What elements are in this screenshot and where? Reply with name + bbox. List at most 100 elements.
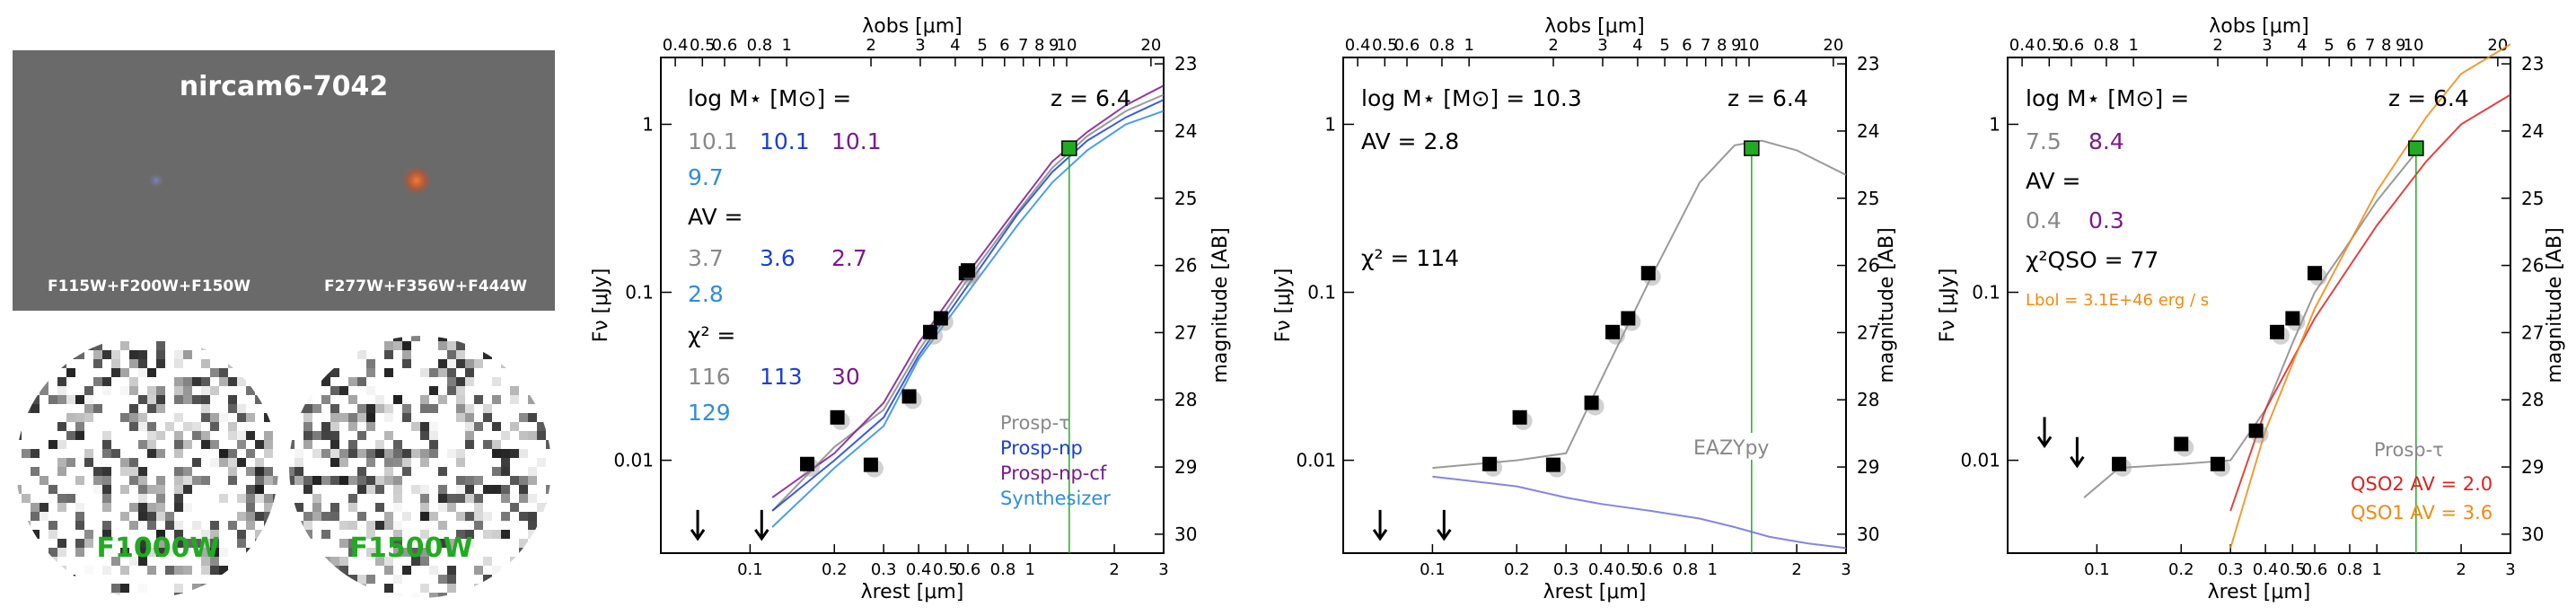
bottom-tick-label: 0.1 bbox=[2084, 560, 2110, 579]
noise-pixel bbox=[183, 503, 192, 512]
noise-pixel bbox=[456, 413, 465, 422]
noise-pixel bbox=[165, 521, 174, 530]
noise-pixel bbox=[537, 422, 546, 431]
sed-panel-3: 0.4 0.50.6 0.8 1 2 3 4 5 6 7 8 910 20 0.1 0.2 0.3 0.4 0.… bbox=[1937, 15, 2566, 603]
noise-pixel bbox=[31, 449, 40, 458]
miri-point bbox=[1744, 140, 1760, 156]
noise-pixel bbox=[348, 341, 357, 350]
noise-pixel bbox=[174, 359, 183, 368]
bottom-tick-label: 0.8 bbox=[1673, 560, 1699, 579]
legend-synthesizer: Synthesizer bbox=[1000, 488, 1111, 509]
noise-pixel bbox=[57, 341, 66, 350]
noise-pixel bbox=[295, 359, 303, 368]
noise-pixel bbox=[246, 503, 255, 512]
mass-line: log M⋆ [M⊙] = 10.3 bbox=[1361, 85, 1582, 111]
miri-point bbox=[1061, 140, 1077, 156]
photometry-point bbox=[1512, 409, 1527, 425]
noise-pixel bbox=[48, 584, 57, 593]
noise-pixel bbox=[330, 440, 339, 449]
bottom-tick-label: 3 bbox=[1158, 560, 1168, 579]
upper-limit-head bbox=[754, 529, 769, 541]
noise-pixel bbox=[303, 584, 312, 593]
noise-pixel bbox=[228, 404, 237, 413]
noise-pixel bbox=[393, 476, 402, 485]
noise-pixel bbox=[330, 458, 339, 467]
noise-pixel bbox=[366, 449, 375, 458]
top-tick-label: 7 bbox=[1701, 36, 1710, 55]
noise-pixel bbox=[210, 440, 219, 449]
mag-tick-label: 23 bbox=[1174, 53, 1197, 75]
noise-pixel bbox=[366, 575, 375, 584]
top-tick-label: 9 bbox=[1049, 36, 1059, 55]
bottom-tick-label: 3 bbox=[2505, 560, 2515, 579]
noise-pixel bbox=[321, 368, 330, 377]
noise-pixel bbox=[339, 458, 348, 467]
noise-pixel bbox=[84, 395, 93, 404]
right-axis-label: magnitude [AB] bbox=[1209, 227, 1232, 383]
noise-pixel bbox=[321, 476, 330, 485]
bottom-axis: 0.1 0.2 0.3 0.4 0.50.6 0.8 1 2 3 bbox=[737, 544, 1169, 579]
noise-pixel bbox=[492, 530, 501, 539]
noise-pixel bbox=[492, 422, 501, 431]
noise-pixel bbox=[519, 431, 528, 440]
noise-pixel bbox=[456, 512, 465, 521]
noise-pixel bbox=[201, 557, 210, 566]
top-tick-label: 4 bbox=[1632, 36, 1642, 55]
noise-pixel bbox=[321, 431, 330, 440]
noise-pixel bbox=[289, 336, 295, 341]
bottom-tick-label: 0.3 bbox=[1553, 560, 1579, 579]
mag-tick-label: 30 bbox=[1174, 524, 1197, 545]
noise-pixel bbox=[393, 539, 402, 548]
noise-pixel bbox=[228, 395, 237, 404]
bottom-axis-label: λrest [μm] bbox=[1543, 581, 1647, 603]
noise-pixel bbox=[295, 593, 303, 598]
noise-pixel bbox=[237, 494, 246, 503]
noise-pixel bbox=[546, 359, 551, 368]
noise-pixel bbox=[40, 386, 48, 395]
noise-pixel bbox=[528, 467, 537, 476]
bottom-tick-label: 0.4 bbox=[906, 560, 932, 579]
noise-pixel bbox=[366, 548, 375, 557]
noise-pixel bbox=[210, 530, 219, 539]
noise-pixel bbox=[384, 584, 393, 593]
noise-pixel bbox=[321, 377, 330, 386]
y-tick-label: 0.1 bbox=[1307, 282, 1336, 304]
noise-pixel bbox=[483, 512, 492, 521]
noise-pixel bbox=[31, 593, 40, 598]
noise-pixel bbox=[237, 404, 246, 413]
bottom-axis-label: λrest [μm] bbox=[2208, 581, 2311, 603]
noise-pixel bbox=[129, 467, 138, 476]
noise-pixel bbox=[192, 431, 201, 440]
noise-pixel bbox=[289, 350, 295, 359]
mag-tick-label: 25 bbox=[1174, 188, 1197, 209]
noise-pixel bbox=[84, 566, 93, 575]
noise-pixel bbox=[75, 539, 84, 548]
noise-pixel bbox=[339, 575, 348, 584]
mag-tick-label: 23 bbox=[1857, 53, 1879, 75]
noise-pixel bbox=[48, 359, 57, 368]
redshift: z = 6.4 bbox=[2388, 85, 2469, 111]
noise-pixel bbox=[456, 341, 465, 350]
noise-pixel bbox=[174, 530, 183, 539]
noise-pixel bbox=[93, 377, 102, 386]
top-tick-label: 20 bbox=[1140, 36, 1161, 55]
noise-pixel bbox=[393, 449, 402, 458]
noise-pixel bbox=[348, 377, 357, 386]
noise-pixel bbox=[48, 575, 57, 584]
chi-prosp-tau: 116 bbox=[688, 364, 731, 390]
noise-pixel bbox=[295, 476, 303, 485]
noise-pixel bbox=[174, 566, 183, 575]
noise-pixel bbox=[219, 341, 228, 350]
noise-pixel bbox=[22, 575, 31, 584]
noise-pixel bbox=[264, 494, 273, 503]
noise-pixel bbox=[201, 359, 210, 368]
photometry-point bbox=[2285, 311, 2300, 326]
series-line bbox=[771, 99, 1165, 512]
noise-pixel bbox=[510, 395, 519, 404]
noise-pixel bbox=[66, 458, 75, 467]
noise-pixel bbox=[174, 485, 183, 494]
noise-pixel bbox=[102, 485, 111, 494]
noise-pixel bbox=[366, 368, 375, 377]
noise-pixel bbox=[147, 404, 156, 413]
noise-pixel bbox=[57, 503, 66, 512]
